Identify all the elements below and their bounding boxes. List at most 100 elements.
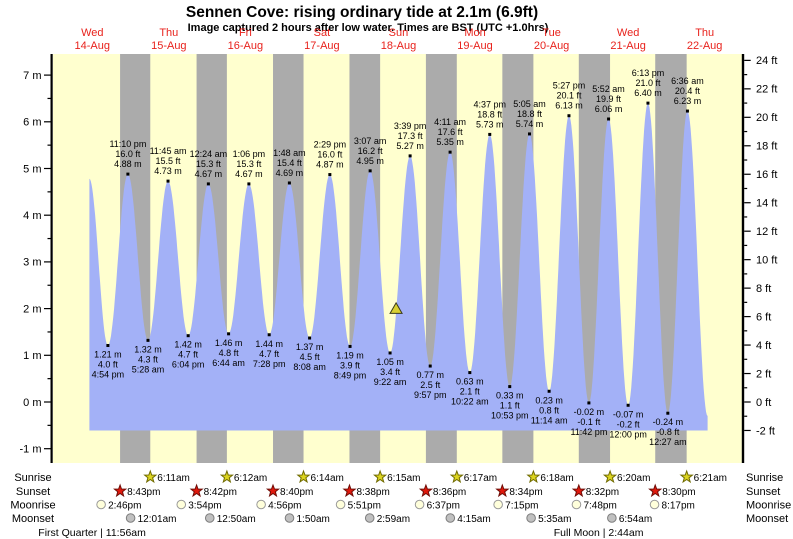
moon-phase-label-full-moon: Full Moon | 2:44am [554,527,644,539]
low-tide-annotation-line: 10:22 am [451,397,489,407]
low-tide-annotation-line: 8:08 am [293,362,326,372]
day-name-label: Mon [464,27,485,39]
high-tide-annotation-line: 20.1 ft [556,91,582,101]
sun-moon-rows: 6:11am 6:12am 6:14am 6:15am 6:17am 6:18am 6:20… [96,469,727,525]
day-name-label: Tue [542,27,561,39]
day-name-label: Sat [314,27,331,39]
left-axis-minor-tick [47,331,51,333]
moonrise-circle-icon [335,499,346,510]
high-tide-annotation-line: 11:10 pm [109,139,146,149]
low-tide-annotation-line: 0.63 m [456,377,484,387]
day-date-label: 22-Aug [687,40,722,52]
left-axis-minor-tick [47,424,51,426]
right-axis-tick-label: 4 ft [756,340,771,352]
right-axis-minor-tick [744,130,748,133]
left-axis-line [50,54,53,463]
moonrise-circle-icon [571,499,582,510]
high-tide-annotation-line: 18.8 ft [517,109,543,119]
right-axis-major-tick [744,230,751,232]
low-tide-annotation-line: 1.05 m [376,357,404,367]
left-axis-major-tick [44,354,51,356]
low-tide-annotation-line: -0.1 ft [577,417,601,427]
axes: -1 m 0 m 1 m 2 m 3 m 4 m 5 m 6 m 7 m -2 ft 0 ft 2 f… [20,54,777,463]
tide-extreme-point [508,385,512,389]
tide-extreme-point [328,173,332,177]
tide-extreme-point [166,179,170,183]
low-tide-annotation-line: 7:28 pm [253,359,286,369]
right-axis-major-tick [744,372,751,375]
moonrise-circle-icon [493,499,503,510]
moonset-time: 5:35am [538,514,571,525]
right-axis-minor-tick [744,415,748,417]
tide-extreme-point [146,338,150,342]
tide-extreme-point [685,109,689,113]
low-tide-annotation-line: 4.7 ft [259,349,280,359]
moonset-time: 6:54am [619,514,652,525]
moonset-circle-icon [526,513,536,523]
high-tide-annotation-line: 4.69 m [276,168,304,178]
day-date-label: 19-Aug [457,40,492,52]
day-date-label: 14-Aug [75,40,110,52]
moonrise-time: 4:56pm [268,500,301,511]
sunset-star-icon [342,483,357,498]
low-tide-annotation-line: 4.5 ft [300,352,321,362]
moonrise-time: 7:15pm [505,500,538,511]
high-tide-annotation-line: 4.87 m [316,160,344,170]
right-axis-minor-tick [744,387,748,389]
high-tide-annotation-line: 17.3 ft [398,131,424,141]
day-labels: Wed14-AugThu15-AugFri16-AugSat17-AugSun1… [75,27,723,52]
low-tide-annotation-line: 1.46 m [215,338,243,348]
low-tide-annotation-line: 1.32 m [134,344,162,354]
sunset-star-icon [648,483,663,498]
tide-extreme-point [348,344,352,348]
day-name-label: Fri [239,27,252,39]
moonset-circle-icon [204,513,215,523]
sunrise-star-icon [373,469,388,484]
moonrise-circle-icon [649,499,660,510]
tide-extreme-point [468,371,472,375]
left-axis-major-tick [44,121,51,123]
low-tide-annotation-line: 4.7 ft [178,350,199,360]
right-axis-tick-label: 10 ft [756,254,777,266]
high-tide-annotation-line: 5.74 m [516,119,544,129]
right-axis-major-tick [744,259,751,261]
left-axis-major-tick [44,214,51,216]
right-axis-major-tick [744,173,751,175]
high-tide-annotation-line: 6:36 am [671,76,704,86]
sunset-star-icon [189,483,204,498]
right-axis-minor-tick [744,159,748,161]
high-tide-annotation-line: 6.13 m [555,101,583,111]
right-axis-tick-label: 6 ft [756,311,771,323]
high-tide-annotation-line: 4:37 pm [473,99,506,109]
moonrise-time: 5:51pm [348,500,381,511]
day-date-label: 21-Aug [610,40,645,52]
low-tide-annotation-line: 4.8 ft [219,348,240,358]
low-tide-annotation-line: 12:27 am [649,437,687,447]
right-axis-tick-label: 12 ft [756,226,777,238]
high-tide-annotation-line: 16.2 ft [358,146,384,156]
low-tide-annotation-line: 4.0 ft [98,359,119,369]
right-axis-minor-tick [744,102,748,104]
right-axis-major-tick [744,287,751,289]
low-tide-annotation-line: -0.02 m [574,407,605,417]
right-axis-major-tick [744,145,751,147]
moonset-circle-icon [607,513,617,523]
right-axis-major-tick [744,344,751,346]
moonset-time: 12:01am [138,514,177,525]
high-tide-annotation-line: 16.0 ft [115,149,141,159]
moonset-time: 1:50am [296,514,329,525]
high-tide-annotation-line: 4.95 m [356,156,384,166]
day-name-label: Thu [695,27,714,39]
moonrise-time: 2:46pm [108,500,141,511]
moonset-circle-icon [125,513,136,523]
right-axis-tick-label: 2 ft [756,368,771,380]
tide-extreme-point [488,132,492,136]
sunrise-star-icon [449,469,464,484]
left-axis-minor-tick [47,237,51,240]
sunset-time: 8:32pm [586,487,619,498]
day-name-label: Wed [617,27,639,39]
right-axis-minor-tick [744,301,748,303]
left-axis-tick-label: 4 m [23,210,41,222]
moonset-time: 2:59am [377,514,410,525]
